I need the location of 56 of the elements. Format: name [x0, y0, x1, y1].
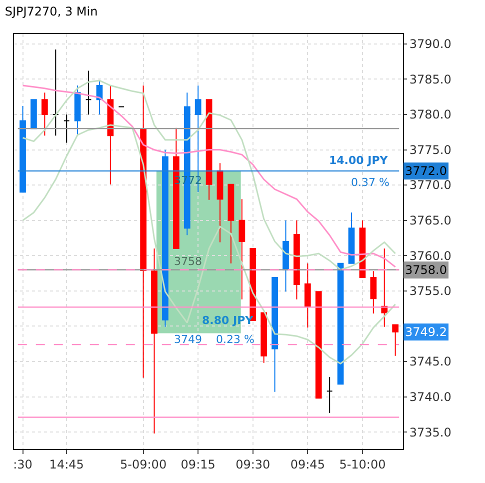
candlestick: [85, 70, 92, 115]
x-tick-label: 5-10:00: [339, 457, 386, 472]
candlestick: [74, 85, 81, 136]
candlestick: [272, 276, 278, 392]
x-tick-label: 5-09:00: [120, 457, 167, 472]
line-series: [22, 124, 396, 364]
text: 3749.2: [405, 325, 447, 339]
ref-line-label: 3772.0: [405, 164, 447, 178]
candlestick: [238, 198, 246, 300]
y-tick-label: 3780.0: [409, 108, 452, 122]
x-tick-label: 09:15: [180, 457, 216, 472]
candlestick: [63, 114, 70, 144]
candlestick: [370, 270, 377, 314]
annotation: 0.37 %: [351, 176, 390, 189]
y-tick-label: 3745.0: [409, 354, 452, 369]
candlestick: [96, 80, 103, 115]
candlestick: [30, 99, 37, 130]
candlestick: [52, 49, 59, 136]
candlestick: [315, 291, 322, 399]
y-tick-label: 3765.0: [409, 214, 452, 228]
y-tick-label: 3790.0: [409, 37, 452, 52]
candlestick: [260, 312, 268, 364]
candlestick: [337, 262, 344, 385]
annotation: 8.80 JPY: [202, 314, 254, 327]
x-tick-label: 09:30: [236, 457, 270, 472]
y-tick-label: 3760.0: [409, 248, 452, 263]
y-tick-label: 3770.0: [409, 178, 452, 192]
y-tick-label: 3735.0: [409, 425, 452, 440]
candlestick: [392, 324, 399, 356]
x-tick-label: 14:45: [49, 457, 84, 472]
ref-line-label: 3758.0: [405, 263, 447, 277]
candlestick: [20, 105, 26, 193]
candlestick: [348, 212, 355, 264]
annotation: 0.23 %: [216, 333, 254, 346]
candlestick: [294, 220, 300, 300]
candlestick: [216, 162, 224, 243]
candlestick: [107, 85, 114, 185]
chart-title: SJPJ7270, 3 Min: [4, 4, 98, 19]
y-tick-label: 3785.0: [409, 72, 452, 86]
annotation: 14.00 JPY: [329, 154, 389, 167]
x-tick-label: :30: [13, 457, 32, 472]
y-tick-label: 3755.0: [409, 284, 452, 298]
y-tick-label: 3740.0: [409, 390, 452, 404]
annotation: 3749: [174, 333, 202, 346]
candlestick: [151, 248, 158, 434]
candlestick: [304, 262, 311, 328]
candlestick: [42, 92, 48, 136]
candlestick: [282, 220, 289, 292]
candlestick: [326, 376, 333, 414]
candlestick: [162, 149, 168, 328]
annotation: 3758: [174, 255, 202, 268]
x-tick-label: 09:45: [290, 457, 325, 472]
candlestick: [228, 184, 234, 264]
y-tick-label: 3775.0: [409, 142, 452, 157]
candlestick: [381, 248, 388, 328]
candlestick: [206, 99, 212, 200]
